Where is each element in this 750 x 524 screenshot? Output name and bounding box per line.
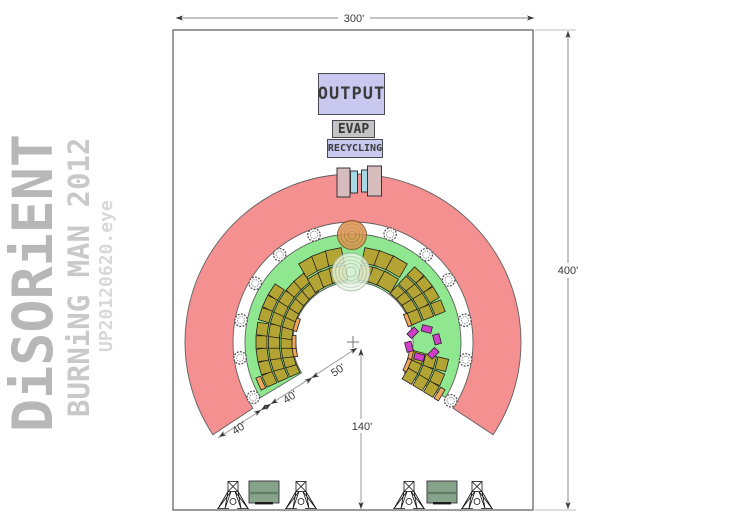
hexagon-camp-tent: [413, 352, 426, 362]
camp-dome-icon: [307, 228, 321, 242]
camp-dome-icon: [443, 393, 458, 408]
scaffold-tower-icon: [285, 481, 317, 509]
dimension-right-height: 400': [535, 29, 585, 511]
plot-boundary: [172, 29, 534, 511]
tent: [422, 380, 440, 398]
tent: [267, 283, 285, 301]
output-station-label: OUTPUT: [318, 73, 385, 115]
structure-layer: [217, 165, 493, 509]
esplanade-arc: [184, 173, 522, 436]
scaffold-tower-icon: [393, 481, 425, 509]
scaffold-tower-icon: [461, 481, 493, 509]
hexagon-camp-tent: [432, 333, 442, 346]
tent: [434, 356, 450, 373]
tent-pad: [433, 386, 446, 402]
dimension-label-40-camp: 40': [281, 389, 300, 407]
truck-icon: [248, 480, 280, 505]
camp-dome-icon: [458, 352, 473, 367]
tent: [385, 255, 408, 278]
tent-pad: [255, 375, 267, 391]
evap-station-label: EVAP: [332, 120, 375, 138]
scaffold-tower-icon: [217, 481, 249, 509]
dimension-top-width: 300': [176, 11, 534, 25]
camp-dome-icon: [248, 276, 263, 291]
gate-structure: [350, 170, 358, 194]
tent: [255, 321, 270, 337]
tent: [422, 286, 440, 304]
tent: [406, 308, 423, 326]
camp-dome-icon: [441, 273, 456, 287]
dimension-label-400: 400': [558, 265, 578, 277]
tent: [401, 367, 419, 385]
camp-dome-icon: [458, 313, 472, 328]
green-dome: [331, 252, 371, 292]
tent: [429, 299, 446, 317]
camp-dome-icon: [246, 390, 261, 405]
hexagon-camp-tent: [404, 340, 414, 353]
recycling-station-label: RECYCLING: [327, 139, 383, 158]
dimension-label-140: 140': [352, 421, 372, 433]
tent-layer: [255, 247, 450, 402]
gate-structure: [367, 165, 382, 197]
hexagon-camp-tent: [420, 324, 433, 334]
camp-dome-icon: [419, 247, 434, 262]
camp-dome-icon: [383, 227, 397, 242]
truck-icon: [426, 480, 458, 505]
dimension-label-40-esplanade: 40': [230, 420, 249, 438]
arc-layer: [184, 173, 522, 436]
orange-dome: [337, 220, 367, 250]
gate-structure: [336, 167, 351, 198]
dome-icon-layer: [233, 227, 473, 408]
tent: [376, 270, 400, 294]
tent: [418, 304, 435, 321]
dimension-center-bottom: 140': [345, 336, 379, 509]
camp-dome-icon: [234, 313, 248, 328]
dimension-label-300: 300': [344, 13, 364, 25]
hexagon-camp-tent: [406, 326, 420, 340]
tent: [255, 347, 270, 363]
camp-dome-icon: [233, 351, 247, 365]
tent: [412, 373, 430, 392]
camp-dome-icon: [272, 247, 287, 262]
hexagon-camp-tent: [426, 346, 440, 360]
tent: [255, 335, 268, 349]
